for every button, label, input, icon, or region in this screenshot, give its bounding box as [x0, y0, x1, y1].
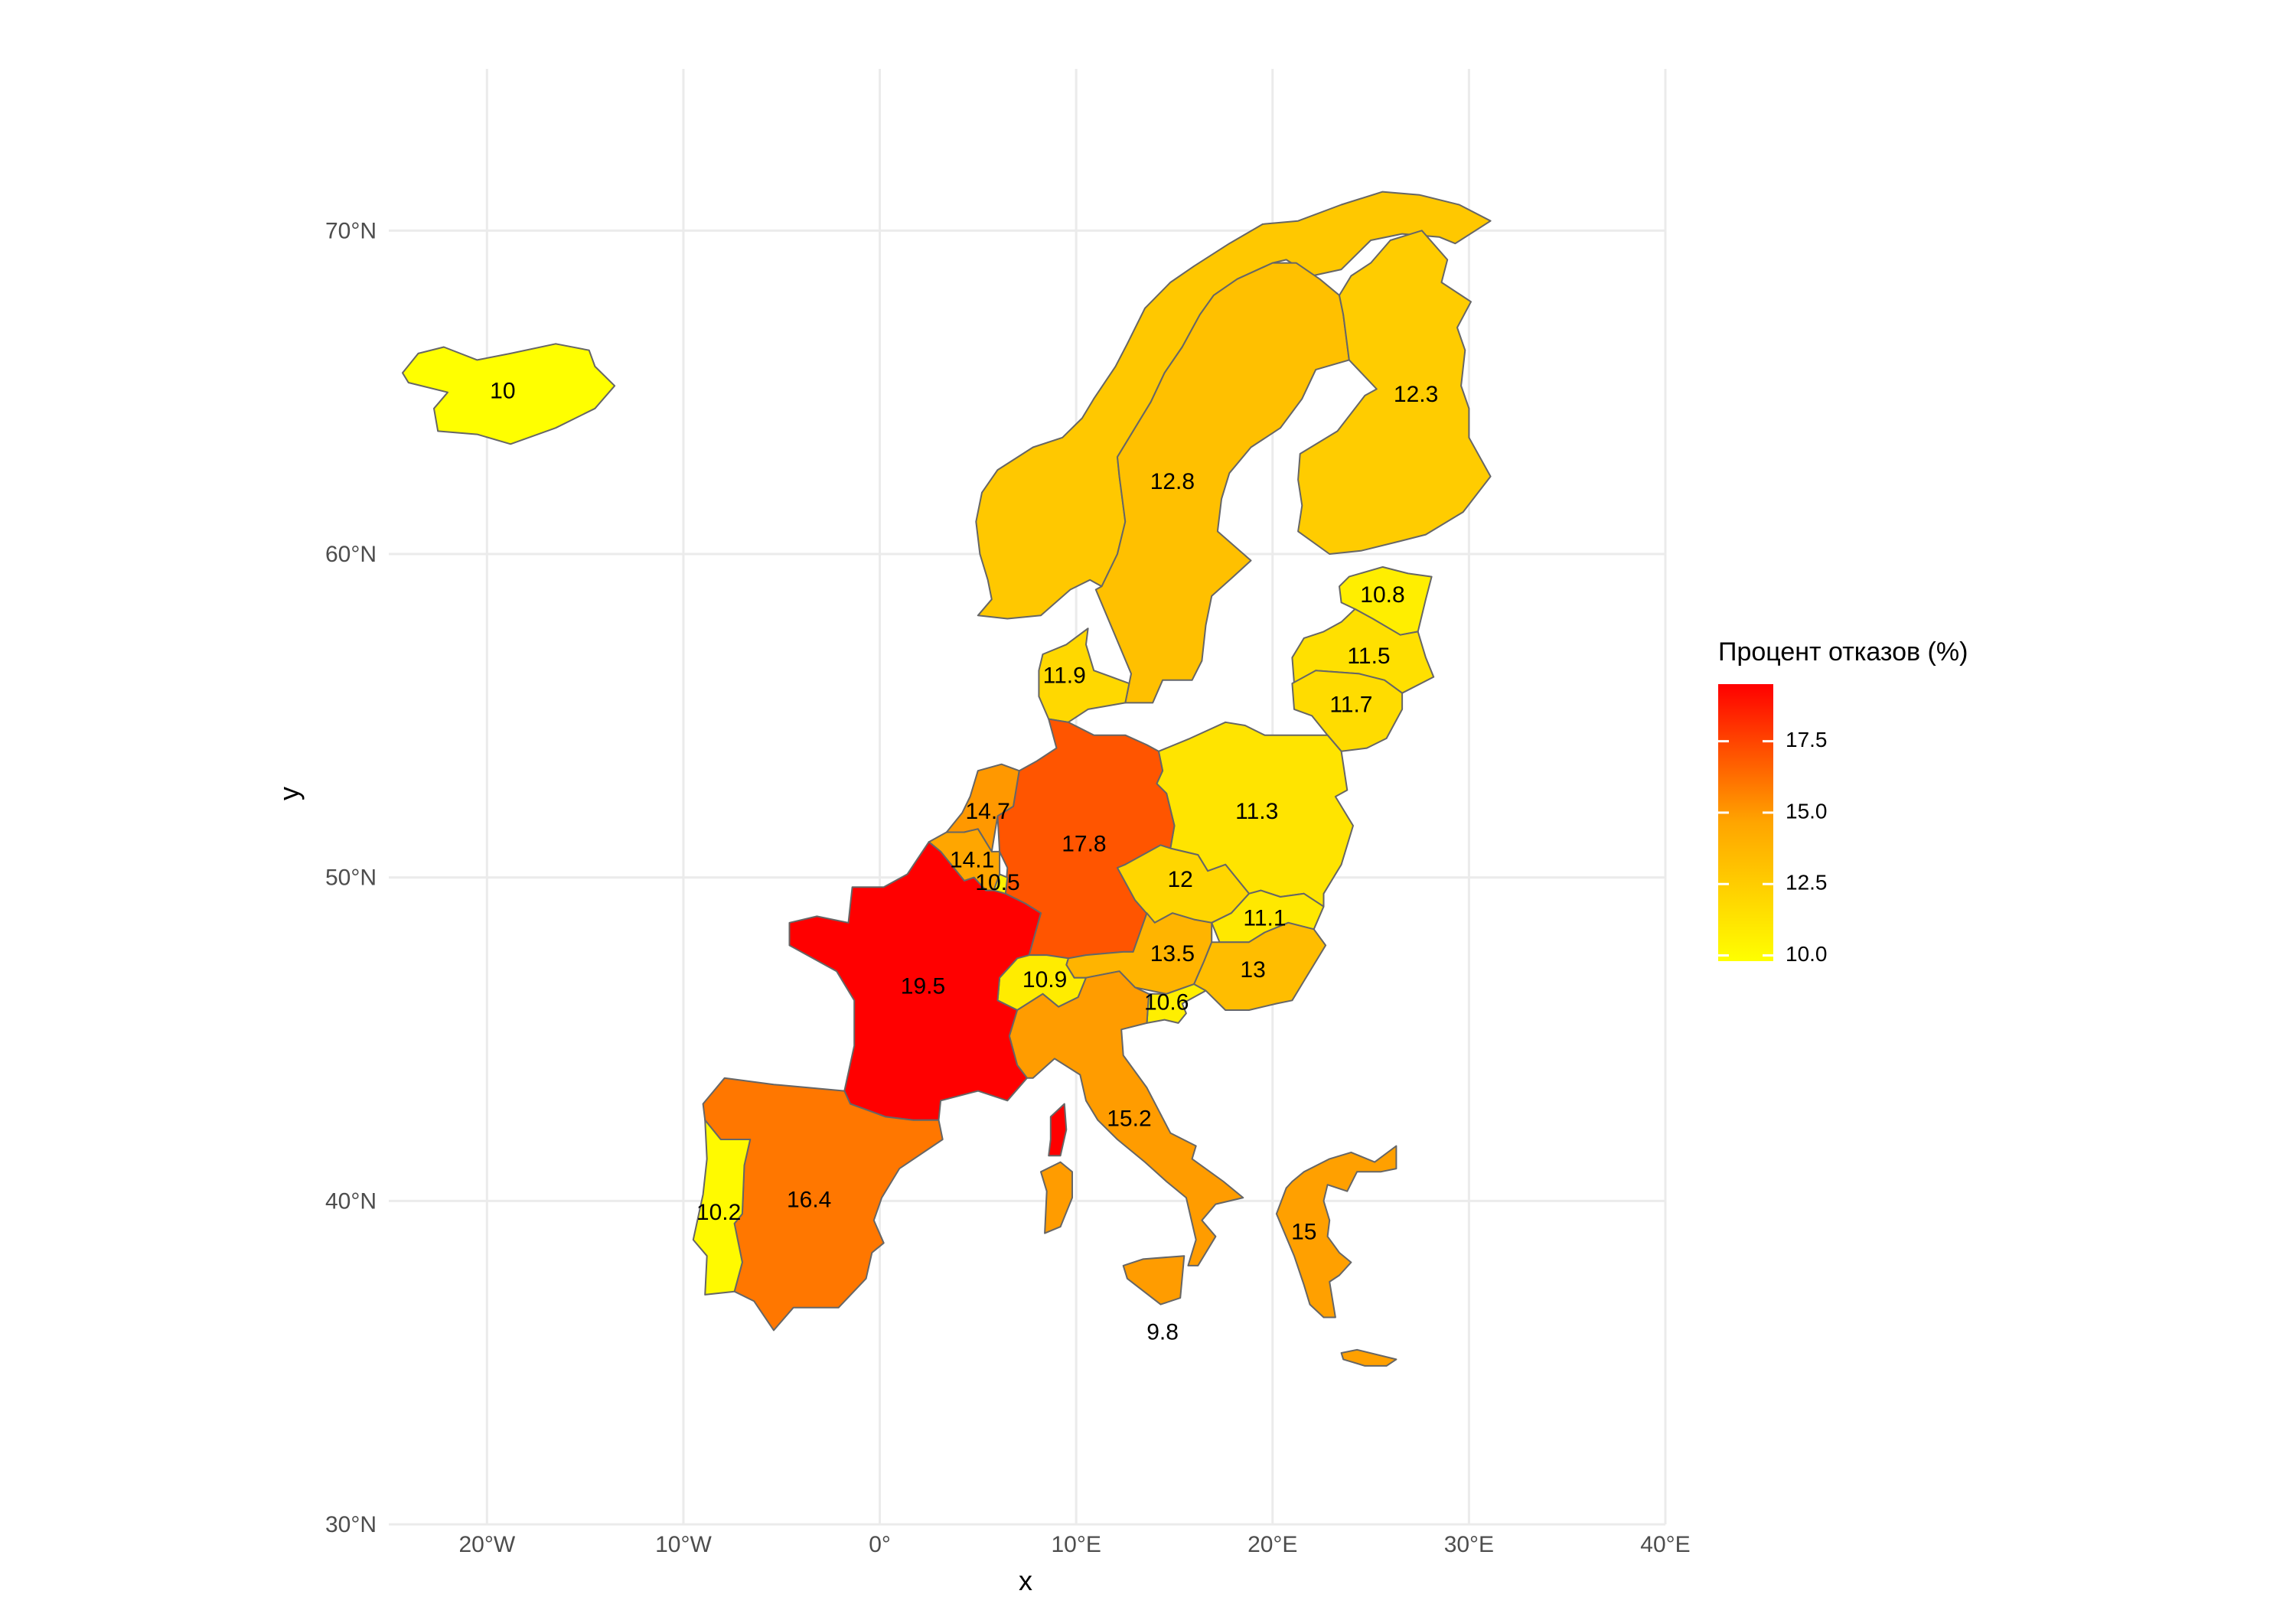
y-tick-label: 60°N	[325, 542, 377, 567]
value-label-poland: 11.3	[1235, 799, 1278, 824]
legend-tick-label: 10.0	[1786, 942, 1828, 966]
country-shapes	[402, 191, 1492, 1367]
value-label-italy: 15.2	[1107, 1107, 1151, 1132]
legend-tick-label: 17.5	[1786, 728, 1828, 751]
x-axis-tick-labels: 20°W 10°W 0° 10°E 20°E 30°E 40°E	[458, 1532, 1690, 1557]
value-label-switzerland: 10.9	[1022, 967, 1067, 993]
region-sicily	[1122, 1255, 1186, 1305]
region-france	[788, 841, 1042, 1121]
value-label-austria: 13.5	[1150, 941, 1195, 966]
value-label-iceland: 10	[490, 379, 515, 404]
region-crete	[1340, 1348, 1397, 1367]
value-label-slovenia: 10.6	[1144, 989, 1189, 1015]
region-hungary	[1193, 921, 1327, 1011]
value-label-latvia: 11.5	[1347, 644, 1390, 669]
x-tick-label: 0°	[869, 1532, 891, 1557]
value-label-portugal: 10.2	[696, 1200, 741, 1225]
x-tick-label: 10°W	[655, 1532, 712, 1557]
x-tick-label: 40°E	[1640, 1532, 1690, 1557]
region-finland	[1297, 230, 1492, 555]
x-axis-title: x	[1019, 1565, 1032, 1596]
legend-title: Процент отказов (%)	[1718, 637, 1968, 667]
y-tick-label: 70°N	[325, 218, 377, 243]
x-tick-label: 30°E	[1444, 1532, 1494, 1557]
value-label-denmark: 11.9	[1043, 663, 1086, 689]
legend-colorbar	[1718, 684, 1773, 961]
region-iceland	[402, 343, 616, 445]
value-label-finland: 12.3	[1394, 382, 1438, 407]
region-italy	[1008, 970, 1244, 1266]
y-tick-label: 30°N	[325, 1512, 377, 1537]
value-label-malta: 9.8	[1146, 1320, 1179, 1345]
value-label-luxembourg: 10.5	[975, 870, 1019, 895]
y-axis-title: y	[273, 787, 305, 800]
value-label-hungary: 13	[1240, 957, 1265, 983]
legend-tick-label: 15.0	[1786, 799, 1828, 823]
x-tick-label: 10°E	[1051, 1532, 1101, 1557]
legend: Процент отказов (%) 10.0 12.5 15.0 17.5	[1718, 637, 1968, 966]
legend-tick-label: 12.5	[1786, 871, 1828, 895]
region-sweden	[1094, 262, 1350, 704]
value-label-greece: 15	[1291, 1220, 1316, 1245]
region-portugal	[692, 1119, 752, 1296]
value-label-estonia: 10.8	[1360, 582, 1404, 608]
value-labels: 10 12.8 12.3 10.8 11.5 11.7 11.9 11.3 17.8 14.7 14…	[490, 379, 1438, 1345]
value-label-czechia: 12	[1167, 867, 1192, 892]
value-label-slovakia: 11.1	[1243, 906, 1286, 931]
y-tick-label: 40°N	[325, 1188, 377, 1214]
region-denmark	[1038, 627, 1130, 723]
region-greece	[1275, 1145, 1397, 1319]
x-tick-label: 20°E	[1247, 1532, 1297, 1557]
region-lithuania	[1291, 670, 1404, 752]
y-tick-label: 50°N	[325, 865, 377, 891]
legend-ticks: 10.0 12.5 15.0 17.5	[1718, 728, 1828, 966]
x-tick-label: 20°W	[458, 1532, 515, 1557]
value-label-belgium: 14.1	[950, 847, 994, 872]
region-sardinia	[1040, 1161, 1073, 1234]
value-label-netherlands: 14.7	[965, 799, 1009, 824]
value-label-france: 19.5	[901, 973, 945, 999]
y-axis-tick-labels: 30°N 40°N 50°N 60°N 70°N	[325, 218, 377, 1537]
value-label-lithuania: 11.7	[1329, 693, 1372, 718]
region-corsica	[1048, 1103, 1068, 1157]
value-label-sweden: 12.8	[1150, 469, 1195, 494]
value-label-spain: 16.4	[787, 1187, 831, 1212]
value-label-germany: 17.8	[1062, 831, 1106, 856]
region-slovenia	[1146, 983, 1207, 1024]
